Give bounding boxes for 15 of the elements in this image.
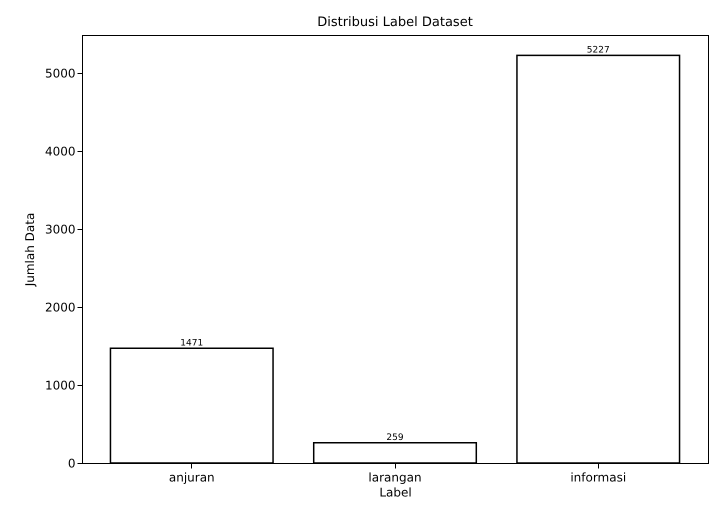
y-tick-label: 3000	[44, 222, 76, 237]
data-label: 5227	[586, 45, 610, 56]
data-label: 1471	[180, 338, 204, 348]
y-tick-label: 4000	[44, 144, 76, 159]
y-axis-title: Jumlah Data	[22, 212, 37, 288]
x-tick-label: anjuran	[168, 470, 215, 484]
y-tick-label: 2000	[44, 300, 76, 315]
y-tick-label: 5000	[44, 66, 76, 81]
x-axis-title: Label	[379, 486, 412, 500]
x-tick-label: larangan	[368, 470, 422, 484]
chart-title: Distribusi Label Dataset	[317, 15, 473, 30]
x-tick-label: informasi	[570, 470, 626, 484]
data-label: 259	[386, 432, 404, 443]
y-tick-label: 0	[68, 456, 76, 470]
y-tick-label: 1000	[44, 378, 76, 393]
